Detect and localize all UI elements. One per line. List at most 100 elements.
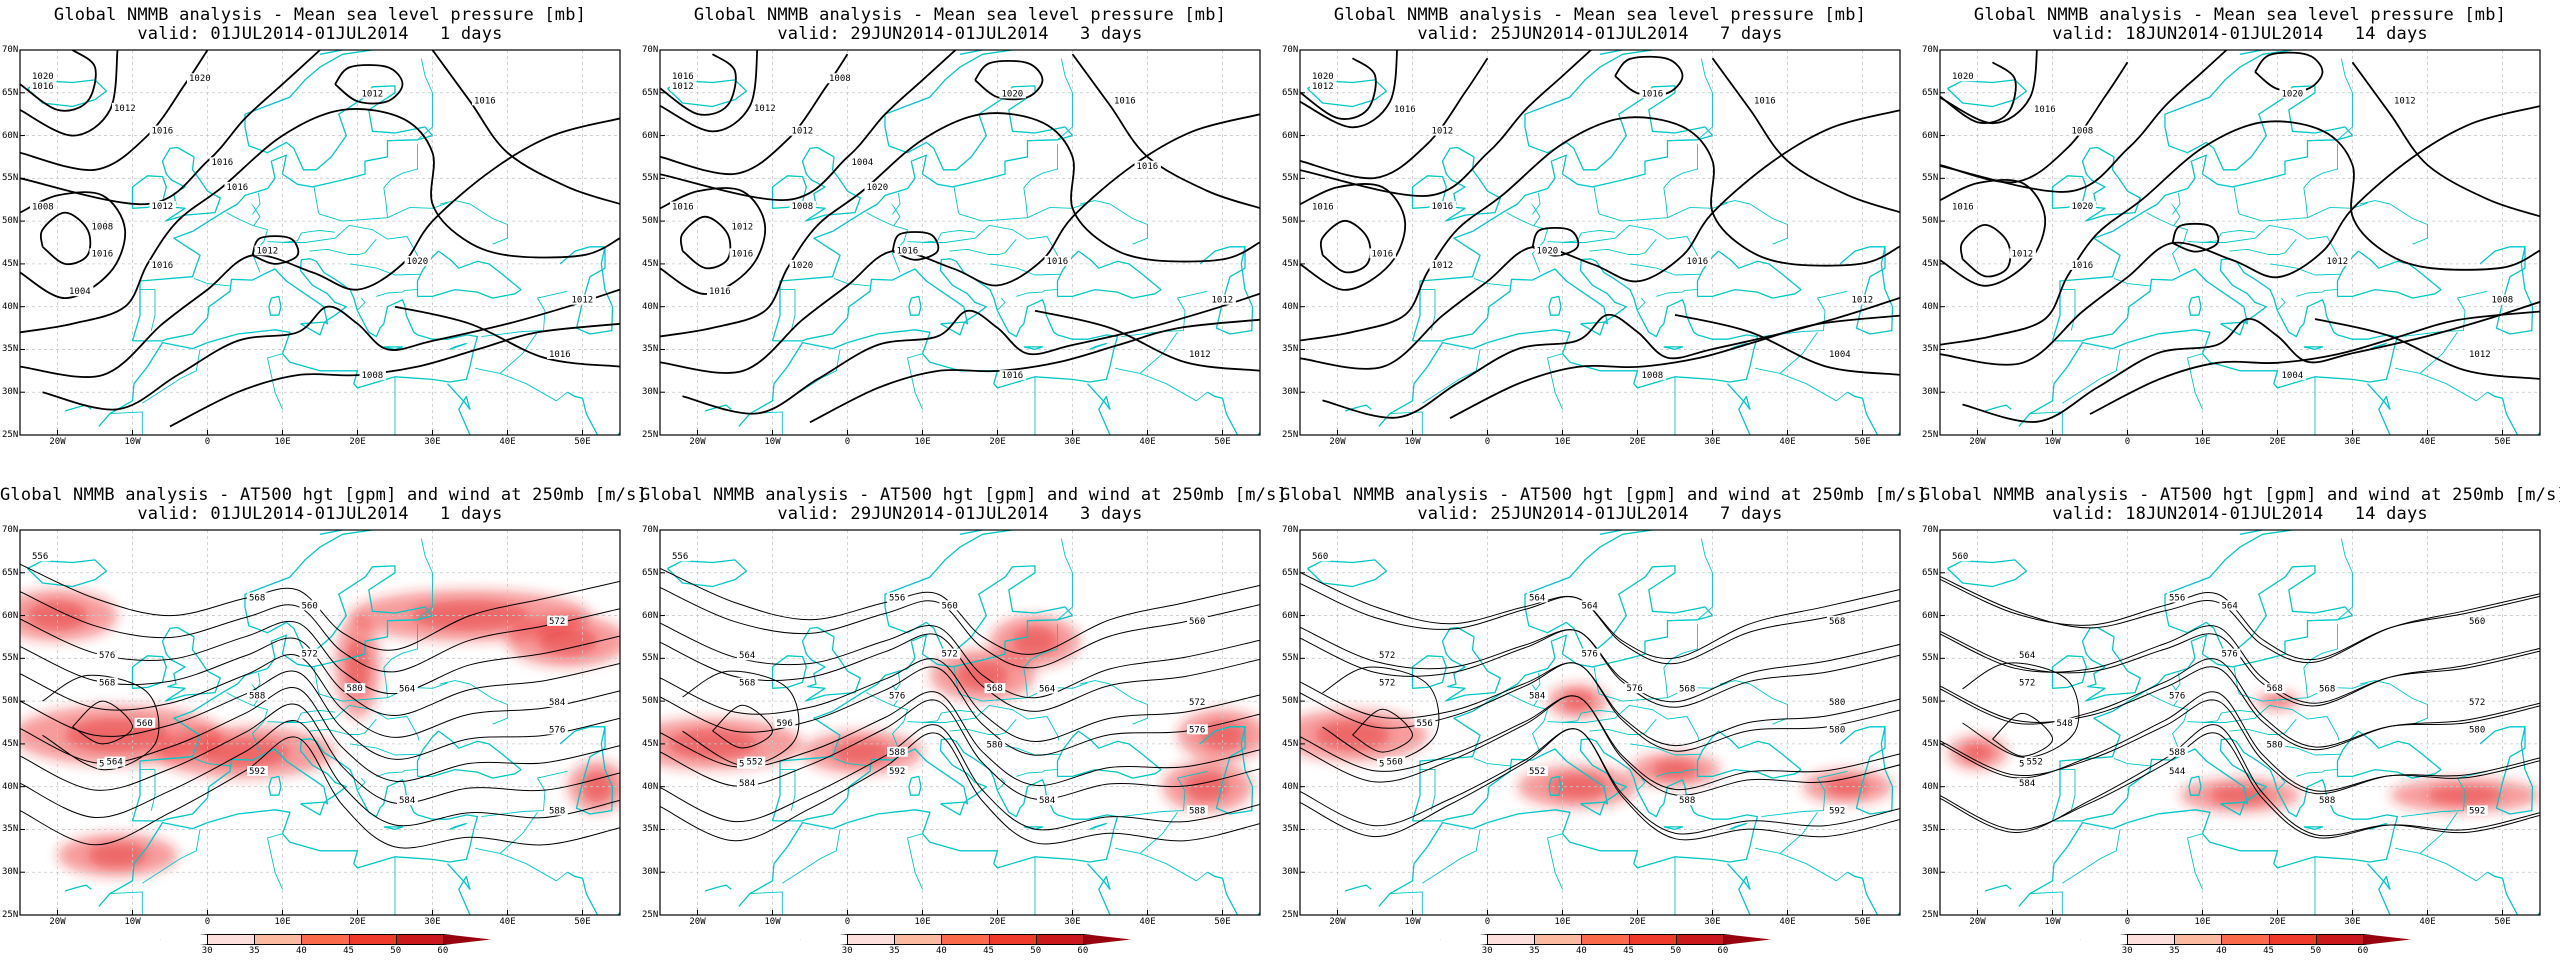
lon-tick-label: 10W	[1404, 917, 1421, 927]
lon-tick-label: 0	[844, 917, 851, 927]
map-canvas: 1016101610121008101610161020101610121016…	[659, 49, 1261, 436]
contour-line	[809, 318, 1260, 424]
coastline	[1344, 884, 1372, 892]
country-border	[1656, 289, 1698, 297]
country-border	[2187, 224, 2340, 261]
colorbar-swatch	[1487, 934, 1536, 945]
country-border	[1761, 290, 1848, 338]
contour-label: 556	[1417, 719, 1433, 729]
contour-label: 580	[1829, 725, 1845, 735]
lon-tick-label: 40E	[1779, 437, 1796, 447]
country-border	[2314, 376, 2316, 435]
country-border	[267, 704, 420, 741]
country-border	[2303, 624, 2338, 668]
lon-tick-label: 30E	[2344, 437, 2361, 447]
colorbar-label: 60	[1077, 946, 1089, 956]
contour-line	[660, 187, 767, 295]
coastline	[704, 884, 732, 892]
country-border	[1139, 812, 1178, 854]
lon-tick-label: 10E	[1554, 437, 1571, 447]
lon-tick-label: 40E	[499, 437, 516, 447]
map-border	[1939, 529, 2541, 916]
contour-label: 568	[739, 679, 755, 689]
contour-label: 1008	[2492, 296, 2514, 306]
contour-label: 556	[2169, 593, 2185, 603]
coastline	[959, 50, 1080, 55]
lat-tick-label: 65N	[1922, 567, 1939, 578]
lat-tick-label: 30N	[2, 387, 19, 398]
coastline	[98, 785, 479, 907]
lat-tick-label: 60N	[642, 610, 659, 621]
country-border	[1422, 349, 1481, 404]
contour-label: 1020	[2072, 202, 2094, 212]
contour-label: 1004	[852, 158, 874, 168]
colorbar-swatch	[301, 934, 350, 945]
colorbar-swatch	[1082, 934, 1131, 945]
country-border	[2229, 238, 2297, 255]
country-border	[2187, 704, 2340, 741]
country-border	[866, 212, 908, 273]
country-border	[997, 297, 1006, 311]
coastline	[1411, 655, 1447, 689]
contour-label: 1020	[792, 261, 814, 271]
map-frame: 556 560 564 568 572 576 580 584 588 592 596 552 556 5…	[659, 529, 1261, 916]
contour-line	[660, 699, 1260, 800]
country-border	[475, 367, 568, 402]
contour-label: 1016	[92, 249, 114, 259]
country-border	[387, 202, 448, 219]
contour-label: 572	[1189, 698, 1205, 708]
coastline	[1023, 346, 1044, 351]
colorbar-label: 30	[2121, 946, 2133, 956]
colorbar-swatch	[442, 934, 491, 945]
contour-line	[20, 637, 620, 717]
lon-tick-label: 10E	[274, 917, 291, 927]
contour-label: 576	[549, 725, 565, 735]
panel-subtitle: valid: 01JUL2014-01JUL2014 1 days	[137, 24, 503, 44]
coastline	[959, 530, 1080, 535]
contour-line	[660, 691, 1260, 786]
contour-label: 1012	[114, 104, 136, 114]
contour-label: 1016	[32, 82, 54, 92]
country-border	[2233, 186, 2308, 222]
contour-line	[20, 703, 620, 805]
contour-line	[1300, 109, 1900, 370]
colorbar-label: 35	[248, 946, 260, 956]
contour-line	[660, 113, 1260, 374]
country-border	[2233, 666, 2308, 702]
jet-core	[1012, 627, 1058, 656]
coastline	[940, 801, 966, 816]
lat-tick-label: 40N	[1282, 781, 1299, 792]
country-border	[1779, 332, 1818, 374]
country-border	[2277, 777, 2286, 791]
contour-lines	[20, 50, 620, 428]
contour-label: 1016	[1372, 249, 1394, 259]
contour-line	[1940, 120, 2540, 346]
country-border	[2060, 289, 2076, 331]
lon-tick-label: 10W	[2044, 437, 2061, 447]
contour-line	[72, 700, 134, 745]
coastline	[1307, 559, 1387, 588]
coastline	[1207, 391, 1260, 435]
lon-tick-label: 10E	[2194, 917, 2211, 927]
map-canvas: 556 560 564 568 572 576 580 584 588 592 560 564 568 5…	[19, 529, 621, 916]
contour-line	[20, 653, 620, 738]
lon-tick-label: 20W	[1329, 917, 1346, 927]
contour-label: 568	[99, 679, 115, 689]
coastline	[2487, 871, 2540, 915]
lon-tick-label: 0	[1484, 917, 1491, 927]
country-border	[782, 829, 841, 884]
contour-labels: 1020 1016 1012 1016 1016 1016 1012 1016 1012 1008…	[1310, 71, 1876, 381]
contour-label: 1012	[257, 246, 279, 256]
lat-tick-label: 70N	[1922, 525, 1939, 535]
lon-tick-label: 20W	[49, 917, 66, 927]
lon-tick-label: 20W	[49, 437, 66, 447]
country-border	[1719, 200, 1788, 245]
contour-line	[682, 670, 800, 766]
colorbar-swatch	[847, 934, 896, 945]
country-border	[922, 230, 976, 243]
lat-tick-label: 45N	[1922, 738, 1939, 749]
country-border	[989, 263, 1062, 276]
panel-subtitle: valid: 01JUL2014-01JUL2014 1 days	[137, 504, 503, 524]
contour-label: 1020	[1537, 246, 1559, 256]
jet-core	[537, 627, 598, 656]
